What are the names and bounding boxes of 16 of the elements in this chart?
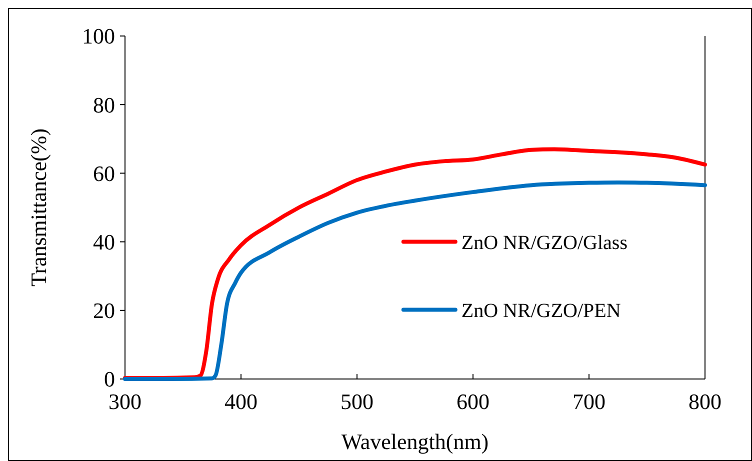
y-tick-label: 0 xyxy=(104,366,115,392)
x-tick-label: 500 xyxy=(340,389,374,414)
y-tick-label: 20 xyxy=(93,298,115,324)
x-tick-label: 800 xyxy=(688,389,722,414)
x-tick-label: 700 xyxy=(572,389,606,414)
x-axis-title: Wavelength(nm) xyxy=(341,429,489,454)
x-tick-label: 400 xyxy=(224,389,258,414)
legend-label: ZnO NR/GZO/PEN xyxy=(461,300,621,322)
y-tick-label: 80 xyxy=(93,92,115,118)
legend-label: ZnO NR/GZO/Glass xyxy=(461,232,628,254)
y-tick-label: 60 xyxy=(93,160,115,186)
x-tick-label: 300 xyxy=(108,389,142,414)
y-axis-title: Transmittance(%) xyxy=(26,128,51,287)
y-tick-label: 100 xyxy=(82,24,115,49)
x-tick-label: 600 xyxy=(456,389,490,414)
y-tick-label: 40 xyxy=(93,230,115,254)
